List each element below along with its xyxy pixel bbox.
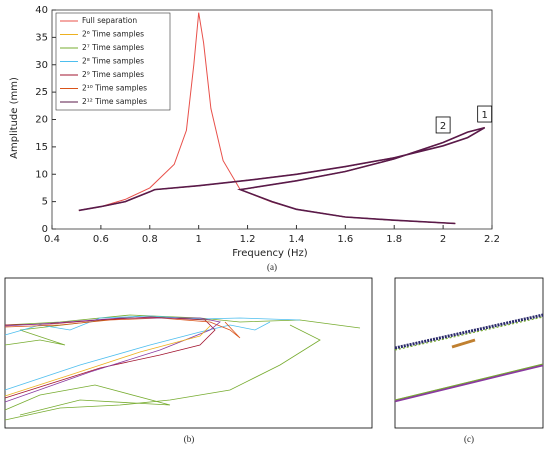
zoom-line (394, 316, 544, 351)
x-tick-label: 0.6 (93, 234, 109, 245)
annotation: 2 (440, 121, 446, 132)
x-tick-label: 0.8 (142, 234, 158, 245)
zoom-line (394, 363, 544, 401)
y-tick-label: 10 (35, 169, 48, 180)
panel-frame (4, 277, 373, 429)
y-tick-label: 20 (35, 115, 48, 126)
y-axis-label: Amplitude (mm) (9, 77, 20, 159)
y-tick-label: 15 (35, 142, 48, 153)
legend-label: 2¹⁰ Time samples (82, 84, 147, 93)
x-tick-label: 1.8 (386, 234, 402, 245)
x-tick-label: 1.6 (337, 234, 353, 245)
y-tick-label: 30 (35, 60, 48, 71)
y-tick-label: 25 (35, 87, 48, 98)
zoom-line (394, 313, 544, 350)
annotation: 1 (481, 110, 487, 121)
zoom-line (4, 317, 241, 339)
x-tick-label: 1.4 (288, 234, 304, 245)
zoom-line (4, 321, 271, 391)
y-tick-label: 40 (35, 5, 48, 16)
zoom-line (4, 325, 211, 397)
zoom-line (4, 317, 221, 403)
caption: (c) (464, 434, 474, 444)
x-tick-label: 1.2 (240, 234, 256, 245)
legend-label: 2¹² Time samples (82, 97, 147, 106)
caption: (b) (184, 434, 195, 444)
x-tick-label: 1 (195, 234, 201, 245)
x-tick-label: 0.4 (44, 234, 60, 245)
zoom-line (4, 316, 216, 399)
legend-label: 2⁸ Time samples (82, 57, 144, 66)
legend: Full separation 2⁶ Time samples 2⁷ Time sa… (55, 12, 171, 111)
legend-label: Full separation (82, 16, 137, 25)
zoom-line (4, 324, 321, 421)
y-tick-label: 35 (35, 32, 48, 43)
panel-frame (394, 277, 544, 429)
x-axis-label: Frequency (Hz) (232, 248, 308, 259)
zoom-line (451, 338, 476, 349)
zoom-line (394, 363, 544, 403)
legend-label: 2⁶ Time samples (82, 30, 144, 39)
annotation-box (435, 116, 451, 134)
series-line (78, 126, 486, 225)
zoom-line (4, 384, 171, 416)
caption: (a) (267, 262, 277, 272)
legend-label: 2⁹ Time samples (82, 70, 144, 79)
zoom-panel-c (394, 277, 544, 429)
legend-label: 2⁷ Time samples (82, 43, 144, 52)
x-tick-label: 2 (440, 234, 446, 245)
x-tick-label: 2.2 (484, 234, 500, 245)
y-tick-label: 0 (42, 224, 48, 235)
zoom-line (4, 314, 361, 329)
annotation-box (477, 105, 493, 123)
y-tick-label: 5 (42, 197, 48, 208)
zoom-panel-b (4, 277, 373, 429)
